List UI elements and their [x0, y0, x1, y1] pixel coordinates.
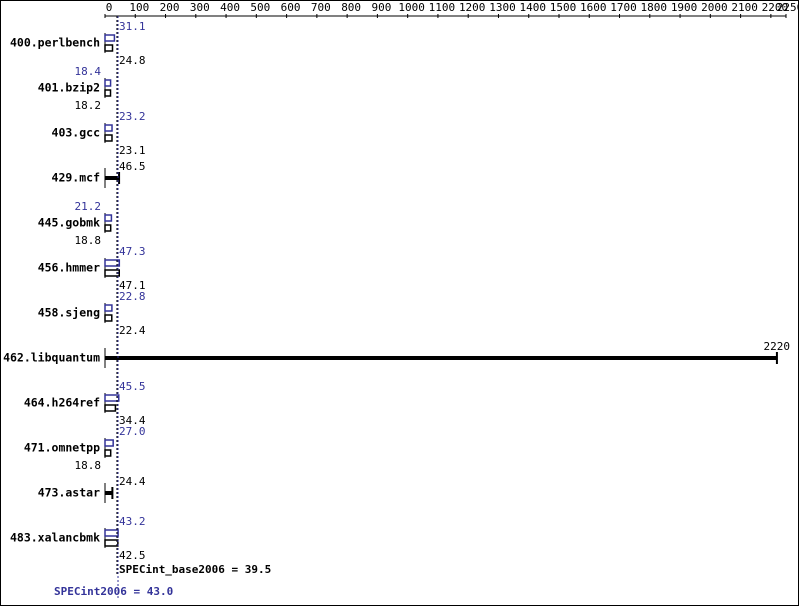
value-label: 47.3 [119, 245, 146, 258]
x-tick-label: 500 [250, 1, 270, 14]
bar [104, 269, 121, 277]
bar [104, 34, 116, 42]
bar [104, 214, 113, 222]
x-tick-label: 2100 [731, 1, 758, 14]
value-label: 34.4 [119, 414, 146, 427]
bar [104, 134, 113, 142]
x-tick-label: 1500 [550, 1, 577, 14]
value-label: 24.4 [119, 475, 146, 488]
value-label: 45.5 [119, 380, 146, 393]
value-label: 23.2 [119, 110, 146, 123]
category-label: 473.astar [38, 486, 100, 500]
x-tick-label: 0 [106, 1, 113, 14]
bar [105, 176, 120, 180]
x-tick-label: 100 [129, 1, 149, 14]
value-label: 18.2 [75, 99, 102, 112]
value-label: 18.4 [75, 65, 102, 78]
x-tick-label: 2000 [701, 1, 728, 14]
bar [104, 539, 119, 547]
value-label: 22.4 [119, 324, 146, 337]
bar [104, 304, 113, 312]
category-label: 401.bzip2 [38, 81, 100, 95]
x-tick-label: 1200 [459, 1, 486, 14]
value-label: 23.1 [119, 144, 146, 157]
bar [104, 439, 114, 447]
x-tick-label: 800 [341, 1, 361, 14]
value-label: 18.8 [75, 234, 102, 247]
x-tick-label: 400 [220, 1, 240, 14]
summary-label: SPECint_base2006 = 39.5 [119, 563, 271, 576]
value-label: 18.8 [75, 459, 102, 472]
bar [105, 491, 113, 495]
category-label: 400.perlbench [10, 36, 100, 50]
category-label: 458.sjeng [38, 306, 100, 320]
value-label: 2220 [764, 340, 791, 353]
category-label: 456.hmmer [38, 261, 100, 275]
bar [104, 449, 112, 457]
x-tick-label: 200 [160, 1, 180, 14]
x-tick-label: 1900 [671, 1, 698, 14]
value-label: 24.8 [119, 54, 146, 67]
bar [105, 356, 777, 360]
bar [104, 314, 113, 322]
category-label: 483.xalancbmk [10, 531, 100, 545]
value-label: 47.1 [119, 279, 146, 292]
value-label: 43.2 [119, 515, 146, 528]
value-label: 31.1 [119, 20, 146, 33]
value-label: 27.0 [119, 425, 146, 438]
bar [104, 259, 121, 267]
bar [104, 44, 114, 52]
category-label: 445.gobmk [38, 216, 100, 230]
bar [104, 224, 112, 232]
bar [104, 79, 112, 87]
bar [104, 404, 117, 412]
category-label: 464.h264ref [24, 396, 100, 410]
category-label: 462.libquantum [3, 351, 100, 365]
summary-label: SPECint2006 = 43.0 [54, 585, 173, 598]
x-tick-label: 2200 [762, 1, 789, 14]
value-label: 21.2 [75, 200, 102, 213]
x-tick-label: 1600 [580, 1, 607, 14]
category-label: 471.omnetpp [24, 441, 100, 455]
x-tick-label: 1300 [489, 1, 516, 14]
bar [104, 124, 113, 132]
x-tick-label: 600 [281, 1, 301, 14]
x-tick-label: 900 [371, 1, 391, 14]
x-tick-label: 1100 [429, 1, 456, 14]
bar [104, 394, 120, 402]
value-label: 42.5 [119, 549, 146, 562]
x-tick-label: 1700 [610, 1, 637, 14]
x-tick-label: 2250 [777, 1, 799, 14]
bar [104, 89, 112, 97]
value-label: 46.5 [119, 160, 146, 173]
category-label: 403.gcc [52, 126, 100, 140]
category-label: 429.mcf [52, 171, 101, 185]
x-tick-label: 1000 [398, 1, 425, 14]
x-tick-label: 700 [311, 1, 331, 14]
x-tick-label: 300 [190, 1, 210, 14]
value-label: 22.8 [119, 290, 146, 303]
x-tick-label: 1800 [641, 1, 668, 14]
x-tick-label: 1400 [519, 1, 546, 14]
